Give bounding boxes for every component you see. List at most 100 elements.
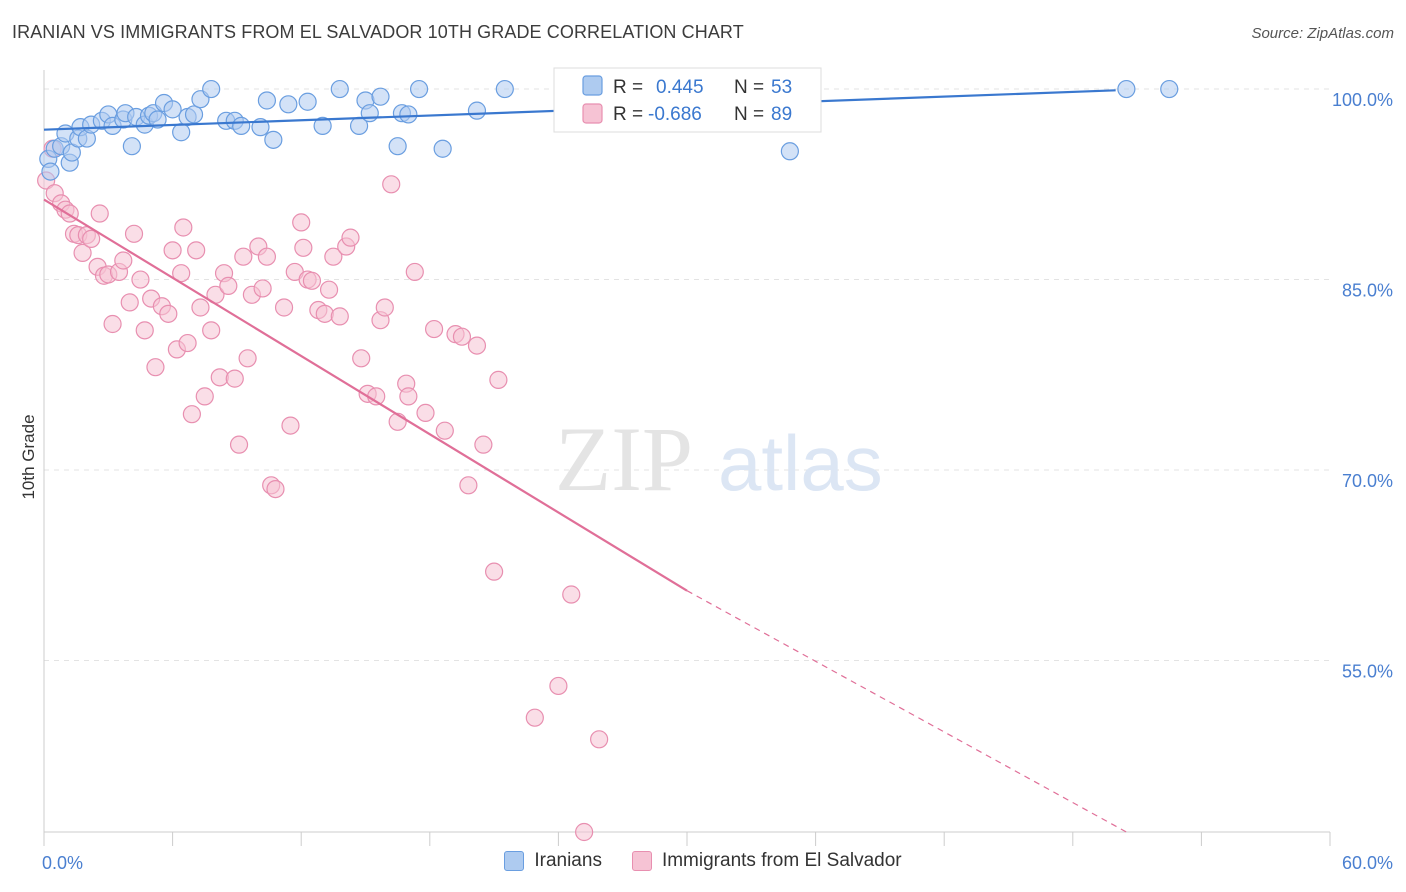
el-salvador-point: [549, 676, 568, 696]
legend-r-label-el-salvador: R =: [613, 104, 643, 125]
el-salvador-point: [90, 204, 109, 223]
el-salvador-point: [135, 321, 154, 340]
iranian-point: [264, 130, 283, 149]
el-salvador-point: [562, 585, 581, 604]
el-salvador-point: [590, 730, 609, 749]
iranian-point: [467, 101, 487, 120]
el-salvador-point: [225, 369, 244, 388]
legend-item-iranians[interactable]: Iranians: [504, 850, 602, 872]
el-salvador-point: [467, 336, 487, 355]
el-salvador-point: [474, 435, 493, 454]
el-salvador-point: [195, 387, 214, 406]
el-salvador-point: [302, 271, 322, 290]
el-salvador-point: [146, 358, 165, 377]
el-salvador-point: [525, 708, 544, 727]
el-salvador-point: [253, 279, 272, 298]
el-salvador-point: [315, 304, 334, 323]
el-salvador-point: [82, 229, 101, 249]
svg-text:R = -0.686 N =: R = -0.686 N = 89: [613, 104, 792, 125]
y-tick-labels: 100.0% 85.0% 70.0% 55.0%: [1332, 90, 1393, 681]
iranian-point: [409, 79, 429, 99]
el-salvador-point: [274, 298, 294, 317]
el-salvador-point: [120, 293, 139, 312]
x-tick-label-min: 0.0%: [42, 853, 83, 873]
watermark: ZIP atlas: [555, 408, 883, 510]
svg-text:R = 0.445 N =: R = 0.445 N = 53: [613, 77, 792, 98]
el-salvador-point: [163, 241, 182, 260]
iranian-point: [172, 123, 191, 142]
el-salvador-point: [330, 307, 349, 326]
el-salvador-point: [182, 405, 201, 424]
el-salvador-point: [124, 224, 144, 243]
series-el-salvador-points: [37, 139, 609, 842]
el-salvador-point: [219, 276, 238, 295]
legend-r-value-iranians: 0.445: [656, 77, 704, 98]
iranian-point: [184, 105, 204, 124]
iranian-point: [257, 91, 277, 110]
el-salvador-point: [416, 403, 435, 422]
y-axis-label: 10th Grade: [19, 414, 38, 499]
el-salvador-point: [399, 387, 418, 406]
el-salvador-point: [489, 370, 508, 389]
el-salvador-point: [405, 262, 424, 282]
el-salvador-point: [375, 298, 394, 317]
el-salvador-point: [229, 435, 249, 454]
el-salvador-point: [452, 327, 472, 346]
el-salvador-point: [234, 247, 253, 266]
axes: [43, 70, 1331, 846]
iranian-point: [388, 137, 407, 156]
el-salvador-trend-line: [43, 198, 688, 592]
el-salvador-point: [292, 213, 311, 232]
legend-item-el-salvador[interactable]: Immigrants from El Salvador: [631, 850, 902, 872]
legend-n-label-el-salvador: N =: [734, 104, 764, 125]
el-salvador-point: [159, 304, 178, 323]
el-salvador-point: [324, 247, 343, 266]
el-salvador-point: [202, 321, 221, 340]
watermark-zip: ZIP: [555, 408, 693, 510]
el-salvador-point: [352, 349, 371, 368]
legend-swatch-blue: [504, 851, 525, 871]
legend-label-el-salvador: Immigrants from El Salvador: [661, 850, 902, 871]
el-salvador-point: [187, 241, 206, 260]
x-tick-label-max: 60.0%: [1342, 853, 1393, 873]
el-salvador-point: [191, 298, 210, 317]
el-salvador-point: [281, 416, 300, 435]
el-salvador-point: [210, 368, 229, 387]
el-salvador-point: [131, 270, 150, 289]
el-salvador-point: [485, 562, 504, 581]
el-salvador-point: [459, 476, 478, 495]
el-salvador-point: [435, 421, 454, 440]
el-salvador-point: [294, 238, 313, 257]
y-tick-label: 70.0%: [1342, 471, 1393, 491]
iranian-point: [163, 100, 182, 119]
legend-r-value-el-salvador: -0.686: [648, 104, 702, 125]
iranian-point: [279, 95, 298, 114]
iranian-point: [360, 104, 379, 123]
iranian-point: [399, 105, 418, 124]
iranian-point: [780, 142, 799, 161]
el-salvador-point: [114, 251, 133, 270]
el-salvador-point: [174, 218, 193, 237]
el-salvador-point: [178, 333, 197, 353]
iranian-point: [1160, 79, 1179, 99]
iranian-point: [232, 116, 251, 135]
iranian-point: [298, 92, 317, 111]
legend-r-label-iranians: R =: [613, 77, 643, 98]
stats-legend: R = 0.445 N = 53 R = -0.686 N = 89: [553, 67, 822, 133]
iranian-point: [41, 162, 60, 181]
iranian-point: [433, 139, 452, 158]
iranian-point: [1117, 79, 1136, 99]
watermark-atlas: atlas: [718, 419, 883, 507]
el-salvador-point: [266, 480, 285, 499]
series-legend: Iranians Immigrants from El Salvador: [0, 850, 1406, 872]
iranian-point: [148, 110, 167, 129]
el-salvador-point: [575, 822, 594, 842]
y-tick-label: 100.0%: [1332, 90, 1393, 110]
el-salvador-point: [341, 228, 360, 247]
legend-n-value-el-salvador: 89: [771, 104, 792, 125]
el-salvador-point: [103, 314, 122, 334]
iranian-point: [122, 137, 141, 156]
el-salvador-point: [382, 175, 401, 194]
iranian-point: [330, 79, 349, 99]
legend-swatch-el-salvador: [582, 103, 603, 124]
